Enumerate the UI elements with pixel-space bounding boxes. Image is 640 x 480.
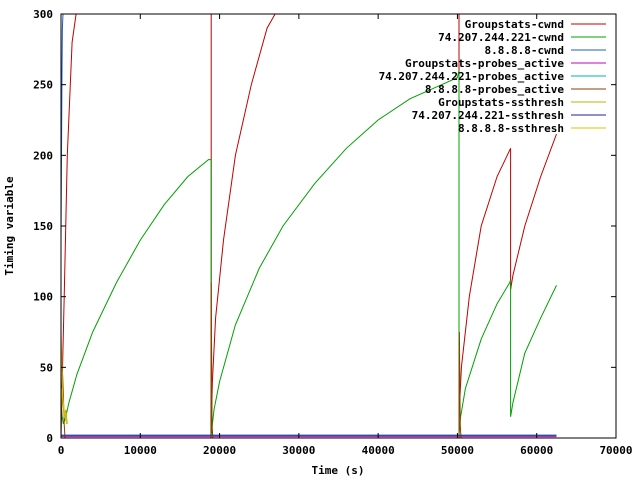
legend: Groupstats-cwnd74.207.244.221-cwnd8.8.8.… <box>379 18 606 135</box>
legend-entry-label: Groupstats-cwnd <box>465 18 564 31</box>
series-line-9 <box>60 331 67 424</box>
x-tick-label: 70000 <box>599 444 632 457</box>
tick-layer: 0 10000 20000 30000 40000 50000 60000 70000 0 50 1… <box>33 8 632 457</box>
legend-entry-label: 8.8.8.8-ssthresh <box>458 122 564 135</box>
series-line-2 <box>60 70 557 436</box>
x-tick-label: 10000 <box>124 444 157 457</box>
plot-frame <box>60 13 617 439</box>
x-tick-label: 20000 <box>203 444 236 457</box>
legend-entry-label: 8.8.8.8-cwnd <box>485 44 564 57</box>
x-tick-label: 40000 <box>362 444 395 457</box>
y-tick-label: 300 <box>33 8 53 21</box>
x-axis-label: Time (s) <box>312 464 365 477</box>
legend-entry-label: 74.207.244.221-cwnd <box>438 31 564 44</box>
legend-entry-label: Groupstats-ssthresh <box>438 96 564 109</box>
y-tick-label: 250 <box>33 79 53 92</box>
y-tick-label: 200 <box>33 149 53 162</box>
series-line-7 <box>60 388 68 424</box>
series-line-1 <box>60 13 557 431</box>
y-tick-label: 50 <box>40 361 53 374</box>
x-tick-label: 60000 <box>520 444 553 457</box>
legend-entry-label: 74.207.244.221-probes_active <box>379 70 565 83</box>
legend-entry-label: 8.8.8.8-probes_active <box>425 83 564 96</box>
legend-entry-label: Groupstats-probes_active <box>405 57 564 70</box>
x-tick-label: 50000 <box>441 444 474 457</box>
y-tick-label: 150 <box>33 220 53 233</box>
y-tick-label: 0 <box>46 432 53 445</box>
y-tick-label: 100 <box>33 291 53 304</box>
x-tick-label: 30000 <box>282 444 315 457</box>
x-tick-label: 0 <box>58 444 65 457</box>
legend-entry-label: 74.207.244.221-ssthresh <box>412 109 564 122</box>
series-line-6 <box>60 282 557 439</box>
y-axis-label: Timing variable <box>3 176 16 276</box>
